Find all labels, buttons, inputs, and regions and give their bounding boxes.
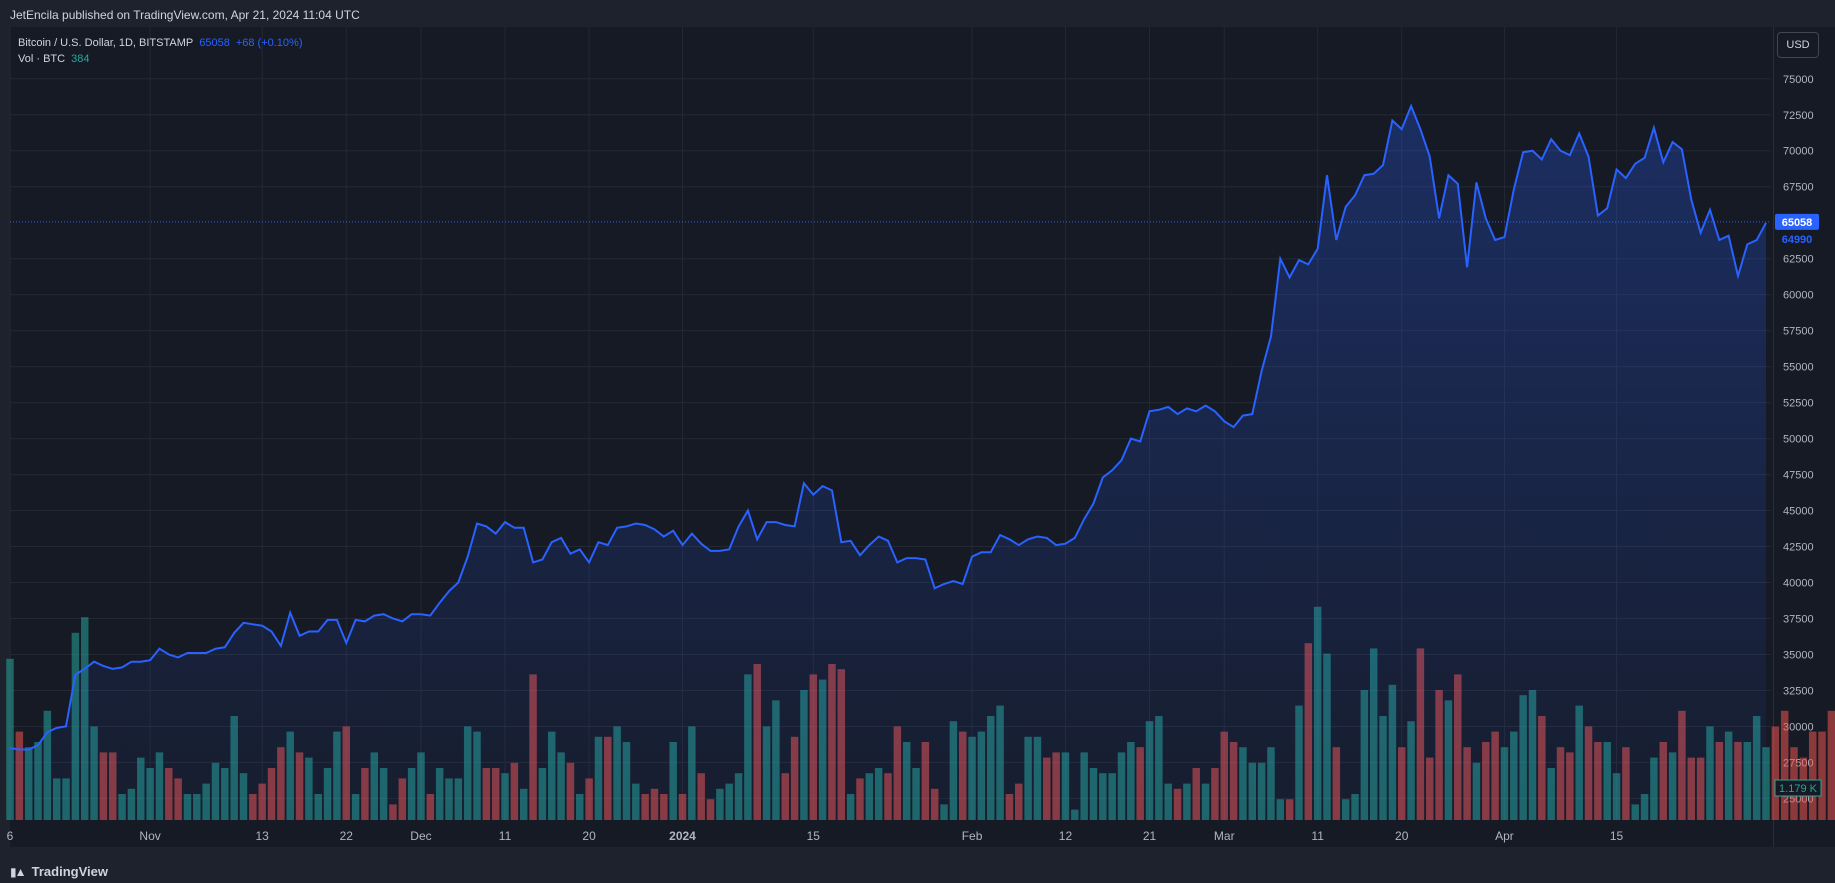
publisher-text: JetEncila published on TradingView.com, … <box>10 8 360 22</box>
footer: ▮▲ TradingView <box>0 857 1835 883</box>
x-tick-label: 2024 <box>669 829 696 843</box>
y-tick-label: 35000 <box>1783 649 1814 661</box>
y-tick-label: 37500 <box>1783 614 1814 626</box>
y-tick-label: 50000 <box>1783 434 1814 446</box>
x-tick-label: 11 <box>1311 829 1324 843</box>
y-tick-label: 67500 <box>1783 182 1814 194</box>
price-chart[interactable]: 2500027500300003250035000375004000042500… <box>0 0 1835 857</box>
y-tick-label: 57500 <box>1783 326 1814 338</box>
legend-volume-label[interactable]: Vol · BTC <box>18 53 66 65</box>
price-line <box>9 103 1767 751</box>
volume-bar <box>1780 710 1789 820</box>
volume-bar <box>1827 710 1835 820</box>
x-tick-label: 11 <box>499 829 512 843</box>
y-tick-label: 45000 <box>1783 506 1814 518</box>
legend: Bitcoin / U.S. Dollar, 1D, BITSTAMP 65058… <box>18 35 302 67</box>
legend-symbol-row: Bitcoin / U.S. Dollar, 1D, BITSTAMP 65058… <box>18 35 302 51</box>
x-tick-label: 15 <box>807 829 821 843</box>
y-tick-label: 60000 <box>1783 290 1814 302</box>
legend-volume-value: 384 <box>71 53 90 65</box>
legend-symbol[interactable]: Bitcoin / U.S. Dollar, 1D, BITSTAMP <box>18 37 194 49</box>
x-tick-label: 15 <box>1610 829 1624 843</box>
tradingview-logo-icon: ▮▲ <box>10 865 26 879</box>
volume-bar <box>1818 731 1826 820</box>
volume-bar <box>1808 731 1817 820</box>
volume-bar <box>1771 726 1780 820</box>
x-tick-label: Feb <box>962 829 983 843</box>
x-tick-label: 22 <box>340 829 354 843</box>
y-tick-label: 42500 <box>1783 542 1814 554</box>
x-tick-label: 20 <box>582 829 596 843</box>
brand-label: TradingView <box>31 864 108 879</box>
currency-button[interactable]: USD <box>1777 32 1819 58</box>
x-tick-label: Mar <box>1214 829 1235 843</box>
last-price-tag-bg <box>1775 213 1819 230</box>
y-tick-label: 55000 <box>1783 362 1814 374</box>
x-tick-label: Apr <box>1495 829 1514 843</box>
y-tick-label: 75000 <box>1783 74 1814 86</box>
x-tick-label: 20 <box>1395 829 1409 843</box>
publisher-bar: JetEncila published on TradingView.com, … <box>0 0 1835 27</box>
y-tick-label: 62500 <box>1783 254 1814 266</box>
price-axis[interactable] <box>1773 27 1835 847</box>
last-price-tag: 65058 <box>1782 217 1813 229</box>
volume-bar <box>6 658 14 820</box>
x-tick-label: 12 <box>1059 829 1073 843</box>
x-tick-label: Dec <box>410 829 431 843</box>
x-tick-label: 6 <box>7 829 14 843</box>
y-tick-label: 47500 <box>1783 470 1814 482</box>
prev-close-tag-bg <box>1775 230 1819 247</box>
legend-volume-row: Vol · BTC 384 <box>18 51 302 67</box>
y-tick-label: 70000 <box>1783 146 1814 158</box>
tradingview-brand[interactable]: ▮▲ TradingView <box>10 864 108 879</box>
legend-price: 65058 <box>199 37 230 49</box>
x-tick-label: 21 <box>1143 829 1157 843</box>
y-tick-label: 30000 <box>1783 721 1814 733</box>
x-tick-label: 13 <box>256 829 270 843</box>
volume-tag: 1.179 K <box>1779 783 1818 795</box>
y-tick-label: 52500 <box>1783 398 1814 410</box>
prev-close-tag: 64990 <box>1782 234 1813 246</box>
legend-change: +68 (+0.10%) <box>235 37 303 49</box>
volume-tag-bg <box>1774 779 1822 797</box>
y-tick-label: 40000 <box>1783 578 1814 590</box>
price-area <box>10 106 1766 821</box>
x-tick-label: Nov <box>139 829 160 843</box>
y-tick-label: 32500 <box>1783 685 1814 697</box>
y-tick-label: 72500 <box>1783 110 1814 122</box>
